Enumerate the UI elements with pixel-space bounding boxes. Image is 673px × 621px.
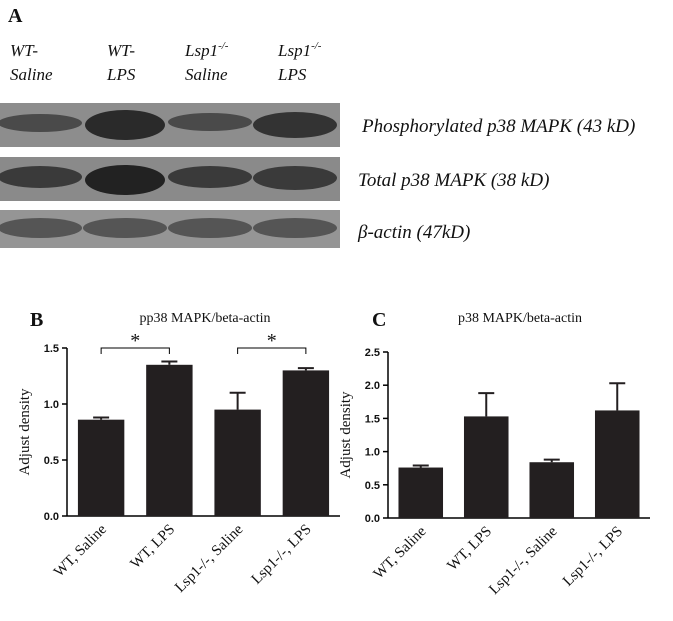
x-tick-label: Lsp1-/-, LPS [249, 522, 315, 588]
x-tick-label: WT, LPS [128, 522, 179, 573]
significance-label: * [130, 330, 140, 352]
lane-name: Lsp1 [277, 41, 311, 60]
lane-label: WT- [107, 41, 135, 60]
band-label: β-actin (47kD) [357, 222, 470, 243]
lane-label: WT- [10, 41, 38, 60]
y-tick-label: 0.0 [44, 511, 59, 523]
band [168, 166, 252, 188]
panel-label: A [8, 5, 23, 27]
bar [398, 467, 444, 518]
panel-label: B [30, 309, 43, 331]
band [168, 113, 252, 131]
x-tick-label: Lsp1-/-, Saline [172, 521, 247, 596]
lane-name: WT- [107, 41, 135, 60]
x-tick-label: Lsp1-/-, Saline [486, 523, 561, 598]
y-tick-label: 1.5 [365, 413, 380, 425]
bar [214, 409, 261, 516]
band [253, 166, 337, 190]
significance-bracket [100, 347, 170, 354]
y-tick-label: 1.0 [365, 447, 380, 459]
lane-condition: Saline [185, 65, 228, 84]
y-tick-label: 1.0 [44, 399, 59, 411]
bar [529, 462, 575, 518]
bar [463, 416, 509, 518]
band-label: Total p38 MAPK (38 kD) [358, 170, 549, 191]
lane-condition: Saline [10, 65, 53, 84]
x-tick-label: WT, Saline [371, 523, 430, 582]
y-tick-label: 2.5 [365, 347, 380, 359]
lane-sup: -/- [311, 40, 322, 52]
lane-name: Lsp1 [184, 41, 218, 60]
x-tick-label: WT, Saline [51, 521, 110, 580]
band [0, 166, 82, 188]
lane-label: Lsp1-/- [184, 40, 229, 60]
y-tick-label: 0.5 [365, 480, 380, 492]
lane-name: WT- [10, 41, 38, 60]
x-tick-label: WT, LPS [444, 524, 495, 575]
band [83, 218, 167, 238]
band [253, 112, 337, 138]
blot [0, 103, 340, 248]
band [85, 165, 165, 195]
bar [77, 419, 125, 516]
y-axis-label: Adjust density [17, 388, 33, 476]
y-tick-label: 0.0 [365, 513, 380, 525]
x-tick-label: Lsp1-/-, LPS [560, 524, 626, 590]
y-tick-label: 1.5 [44, 343, 59, 355]
band [253, 218, 337, 238]
band [85, 110, 165, 140]
bar [594, 410, 640, 518]
y-tick-label: 0.5 [44, 455, 59, 467]
bar [282, 370, 330, 516]
lane-condition: LPS [277, 65, 307, 84]
band-label: Phosphorylated p38 MAPK (43 kD) [361, 116, 635, 137]
lane-label: Lsp1-/- [277, 40, 322, 60]
significance-bracket [237, 347, 307, 354]
y-tick-label: 2.0 [365, 380, 380, 392]
lane-condition: LPS [106, 65, 136, 84]
lane-sup: -/- [218, 40, 229, 52]
chart-title: pp38 MAPK/beta-actin [139, 311, 270, 326]
band [0, 218, 82, 238]
significance-label: * [267, 330, 277, 352]
bar [146, 364, 193, 516]
y-axis-label: Adjust density [338, 391, 354, 479]
band [168, 218, 252, 238]
band [0, 114, 82, 132]
panel-label: C [372, 309, 386, 331]
chart-title: p38 MAPK/beta-actin [458, 311, 582, 326]
